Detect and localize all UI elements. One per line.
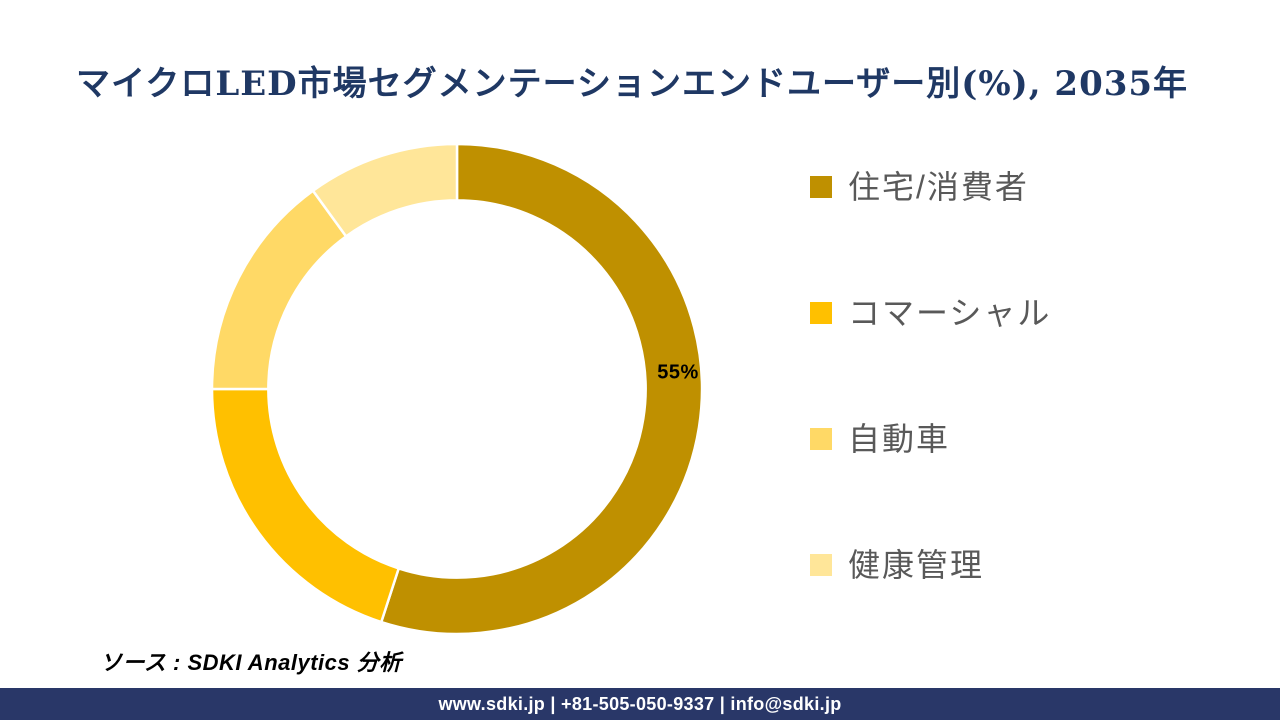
footer-contact-text: www.sdki.jp | +81-505-050-9337 | info@sd… — [438, 694, 842, 714]
legend-item-label: 住宅/消費者 — [848, 169, 1029, 205]
donut-segment-3 — [311, 142, 459, 239]
legend-swatch-commercial — [810, 302, 832, 324]
data-label: 55% — [657, 361, 699, 384]
legend-item-healthcare: 健康管理 — [810, 543, 1051, 587]
donut-segment-0 — [379, 142, 704, 636]
legend-swatch-automotive — [810, 428, 832, 450]
legend-item-residential-consumer: 住宅/消費者 — [810, 165, 1051, 209]
source-note: ソース : SDKI Analytics 分析 — [100, 650, 402, 675]
footer-bar: www.sdki.jp | +81-505-050-9337 | info@sd… — [0, 688, 1280, 720]
legend-swatch-residential-consumer — [810, 176, 832, 198]
chart-title: マイクロLED市場セグメンテーションエンドユーザー別(%), 2035年 — [76, 64, 1189, 104]
legend-item-label: 自動車 — [848, 421, 951, 457]
chart-legend: 住宅/消費者 コマーシャル 自動車 健康管理 — [810, 165, 1051, 587]
donut-chart-svg — [210, 142, 704, 636]
legend-item-commercial: コマーシャル — [810, 291, 1051, 335]
legend-item-label: 健康管理 — [848, 547, 985, 583]
legend-swatch-healthcare — [810, 554, 832, 576]
donut-chart: 55% — [210, 142, 704, 636]
donut-segment-1 — [210, 387, 401, 624]
donut-segment-2 — [210, 189, 348, 391]
legend-item-automotive: 自動車 — [810, 417, 1051, 461]
legend-item-label: コマーシャル — [848, 295, 1052, 331]
